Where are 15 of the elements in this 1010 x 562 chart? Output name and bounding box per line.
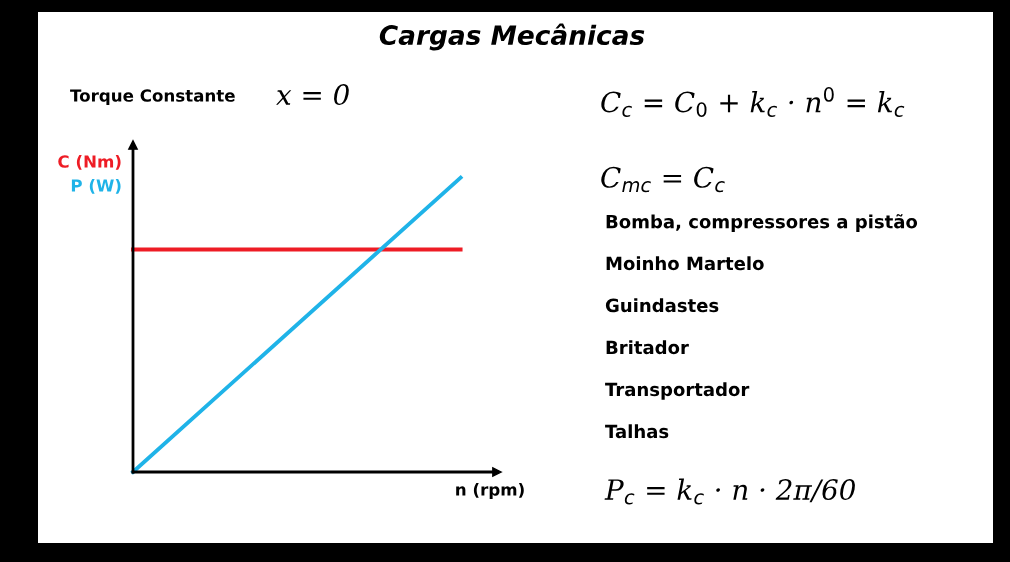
- annotation: C$_{mc}$ = C$_{c}$: [601, 166, 725, 193]
- text: P$_{c}$ = k$_{c}$ · n · 2π/60: [604, 478, 855, 505]
- annotation: Britador: [606, 340, 689, 355]
- annotation: Guindastes: [605, 298, 719, 313]
- text: C$_{c}$ = C$_{0}$ + k$_{c}$ · n$^{0}$ = k$_{c}$: [601, 87, 905, 117]
- annotation: Transportador: [605, 382, 750, 400]
- text: P (W): [71, 178, 121, 194]
- text: x = 0: [276, 84, 349, 106]
- x-axis-title: n (rpm): [456, 482, 524, 500]
- annotation: Bomba, compressores a pistão: [606, 214, 918, 232]
- text: C (Nm): [58, 154, 121, 170]
- text: Torque Constante: [70, 89, 235, 106]
- annotation: Talhas: [605, 424, 669, 439]
- annotation: Moinho Martelo: [606, 256, 764, 271]
- chart-title: Cargas Mecânicas: [379, 23, 645, 51]
